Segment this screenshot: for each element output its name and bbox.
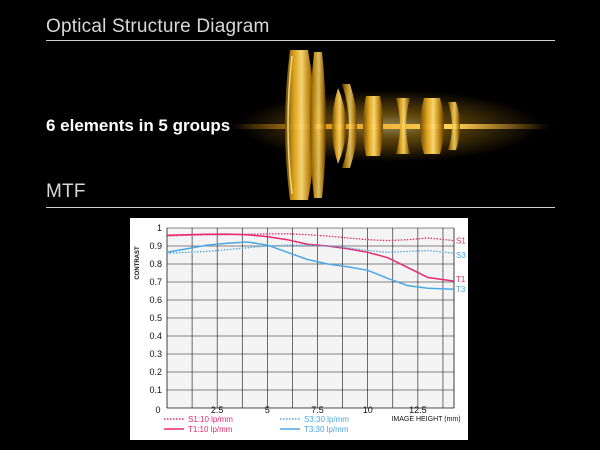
- series-end-label-t3: T3: [456, 285, 466, 294]
- mtf-title: MTF: [46, 181, 86, 202]
- y-axis-label: CONTRAST: [135, 246, 141, 280]
- elements-groups-text: 6 elements in 5 groups: [46, 116, 231, 135]
- chart-ticks: 0.10.20.30.40.50.60.70.80.910 2.5 5 7.5 10 12…: [149, 223, 426, 415]
- y-tick-label: 0.5: [149, 313, 162, 323]
- series-line-t3: [166, 241, 455, 290]
- chart-series: [166, 233, 455, 290]
- lens-element-6: [420, 98, 460, 154]
- legend-label-t1: T1:10 lp/mm: [188, 425, 233, 434]
- legend-label-s1: S1:10 lp/mm: [188, 415, 233, 424]
- series-end-label-s1: S1: [456, 237, 466, 246]
- legend-label-t3: T3:30 lp/mm: [304, 425, 349, 434]
- series-end-label-t1: T1: [456, 275, 466, 284]
- y-tick-label: 0.6: [149, 295, 162, 305]
- mtf-divider: [46, 207, 555, 208]
- lens-element-5: [396, 98, 410, 154]
- y-tick-label: 0.7: [149, 277, 162, 287]
- y-tick-label: 0.8: [149, 259, 162, 269]
- x-tick-label: 2.5: [211, 405, 224, 415]
- x-tick-label: 12.5: [409, 405, 427, 415]
- light-beam: [230, 124, 550, 129]
- y-tick-label: 0.9: [149, 241, 162, 251]
- series-end-label-s3: S3: [456, 251, 466, 260]
- title-divider: [46, 40, 555, 41]
- lens-element-4: [363, 96, 383, 156]
- lens-element-2: [310, 52, 326, 198]
- lens-element-1: [285, 50, 315, 200]
- y-tick-label: 0.1: [149, 385, 162, 395]
- x-tick-label: 5: [265, 405, 270, 415]
- series-line-s1: [166, 233, 455, 242]
- x-tick-label: 10: [363, 405, 373, 415]
- optical-structure-title: Optical Structure Diagram: [46, 16, 270, 37]
- mtf-chart: 0.10.20.30.40.50.60.70.80.910 2.5 5 7.5 10 12…: [130, 218, 468, 440]
- y-tick-label: 0.4: [149, 331, 162, 341]
- y-tick-label: 0.2: [149, 367, 162, 377]
- x-axis-label: IMAGE HEIGHT (mm): [391, 416, 460, 423]
- y-tick-label: 1: [157, 223, 162, 233]
- legend-label-s3: S3:30 lp/mm: [304, 415, 349, 424]
- y-tick-label: 0.3: [149, 349, 162, 359]
- series-line-s3: [166, 244, 455, 254]
- series-line-t1: [166, 233, 455, 282]
- chart-series-labels: S1 T1 S3 T3: [456, 237, 466, 295]
- x-tick-label: 0: [155, 405, 160, 415]
- chart-grid: [166, 227, 455, 409]
- lens-structure-diagram: [230, 50, 550, 200]
- lens-element-3: [332, 84, 357, 168]
- x-tick-label: 7.5: [311, 405, 324, 415]
